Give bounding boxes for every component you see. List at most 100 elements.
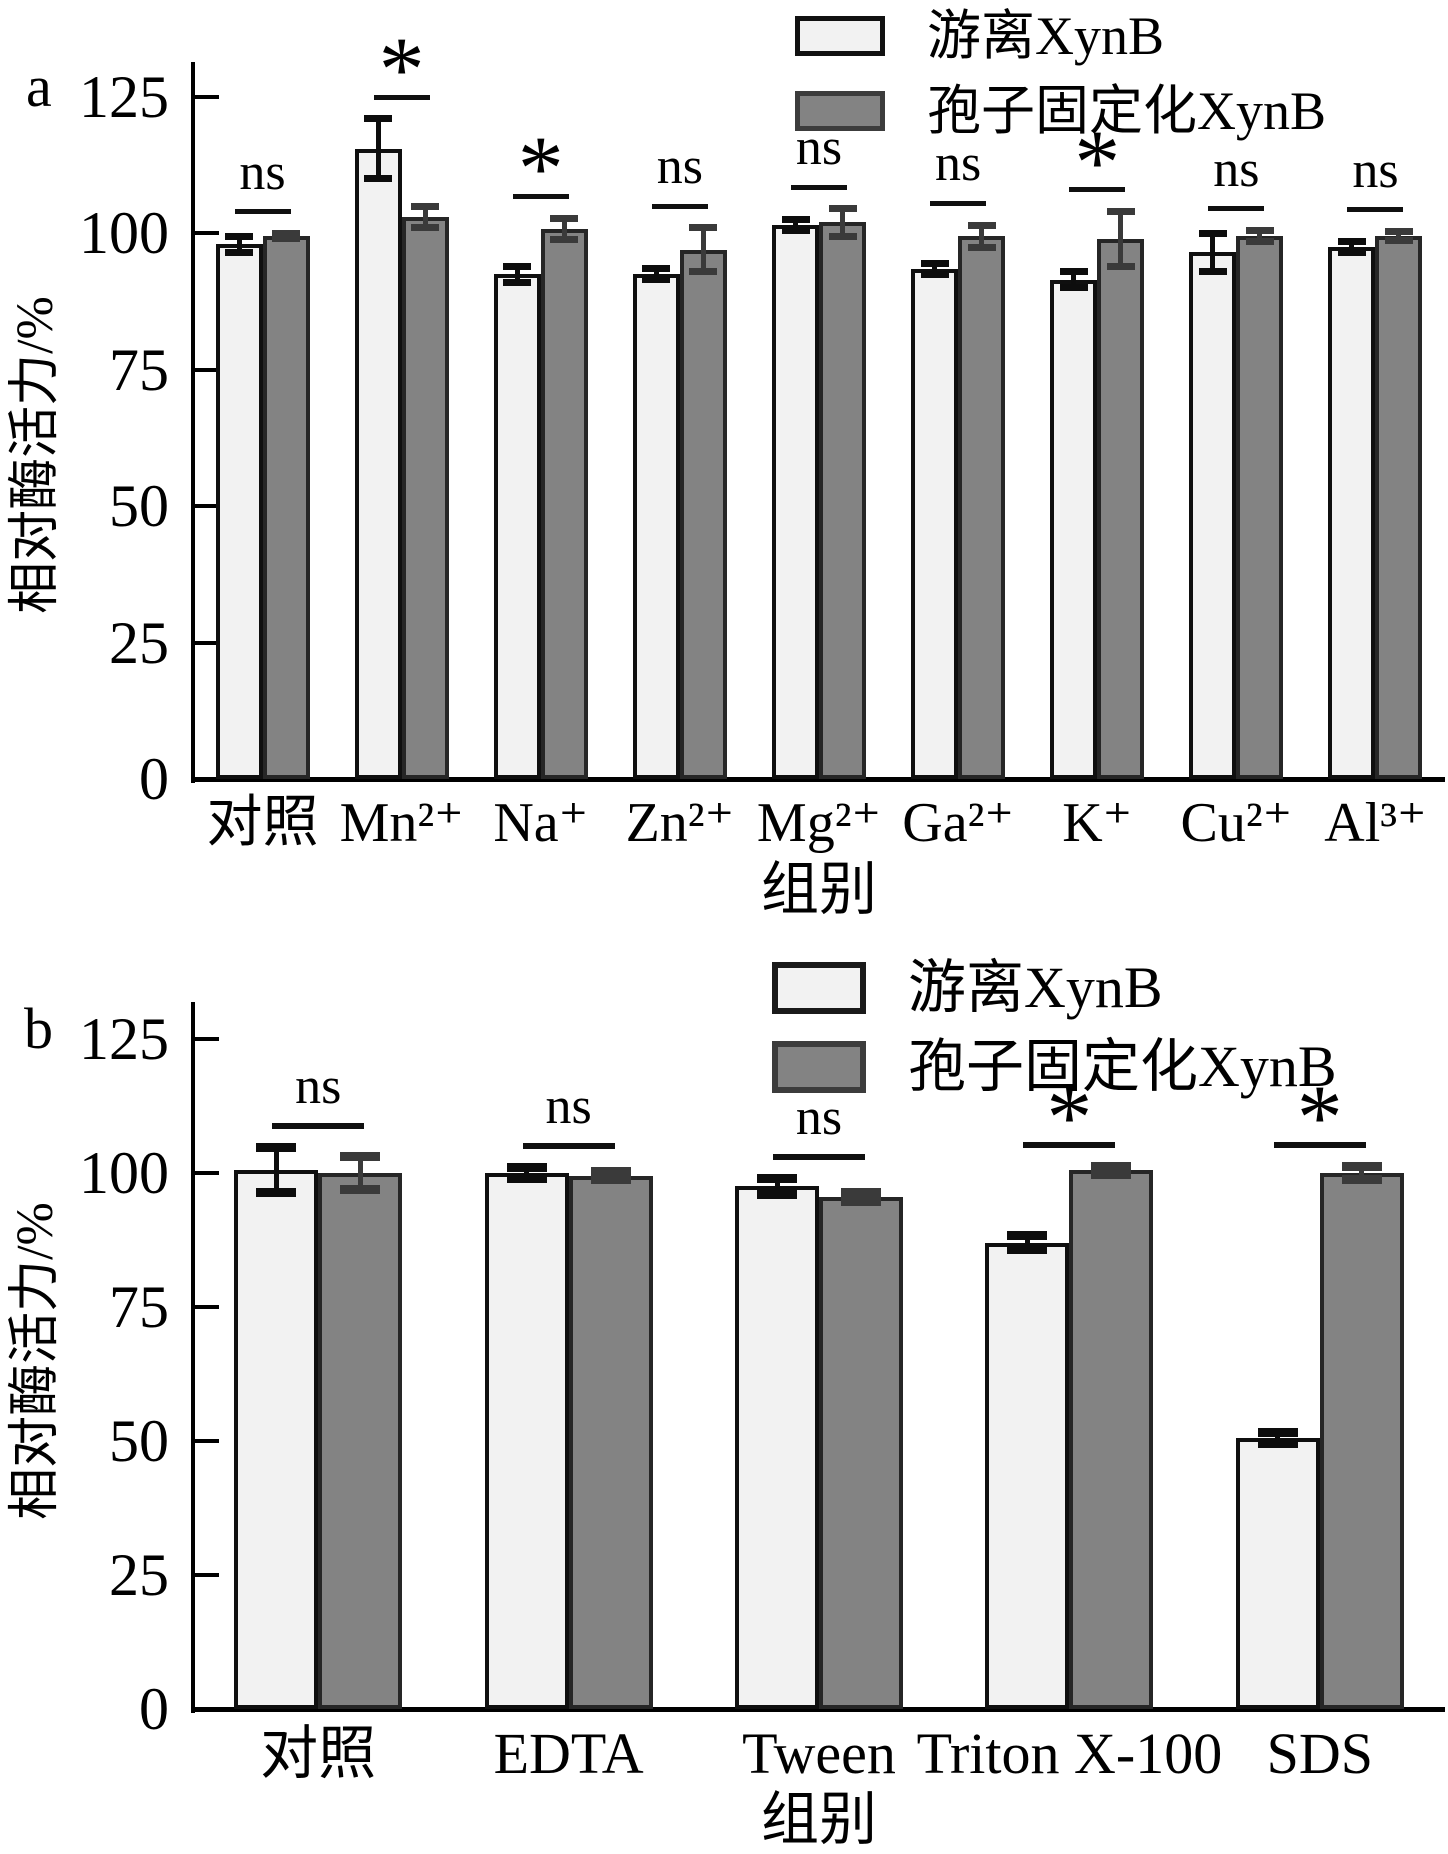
errorbar-cap-top-free-panel-a-Ga²⁺ xyxy=(920,259,949,267)
x-tick-label-panel-b-EDTA: EDTA xyxy=(493,1721,644,1786)
errorbar-cap-bottom-immobilized-panel-a-Mg²⁺ xyxy=(828,232,857,240)
errorbar-cap-bottom-free-panel-a-Cu²⁺ xyxy=(1198,268,1227,276)
bar-immobilized-panel-a-对照 xyxy=(262,236,310,779)
x-tick-label-panel-a-Zn²⁺: Zn²⁺ xyxy=(625,792,735,854)
bar-free-panel-b-EDTA xyxy=(484,1173,569,1709)
errorbar-cap-bottom-immobilized-panel-b-EDTA xyxy=(590,1175,631,1185)
bar-free-panel-a-Zn²⁺ xyxy=(632,274,680,779)
bar-free-panel-b-Triton X-100 xyxy=(985,1242,1070,1709)
y-tick-100-panel-a xyxy=(195,231,219,236)
errorbar-cap-top-immobilized-panel-b-SDS xyxy=(1341,1161,1382,1171)
errorbar-cap-bottom-immobilized-panel-a-Na⁺ xyxy=(550,236,579,244)
sig-line-panel-a-Na⁺ xyxy=(512,193,569,199)
errorbar-cap-bottom-immobilized-panel-a-对照 xyxy=(272,235,301,243)
errorbar-cap-top-immobilized-panel-a-Mn²⁺ xyxy=(411,202,440,210)
errorbar-cap-bottom-free-panel-a-对照 xyxy=(225,248,254,256)
errorbar-cap-top-free-panel-a-Na⁺ xyxy=(503,262,532,270)
sig-label-panel-a-Ga²⁺: ns xyxy=(934,135,982,193)
errorbar-cap-bottom-immobilized-panel-b-对照 xyxy=(340,1184,381,1194)
errorbar-line-free-panel-a-Al³⁺ xyxy=(1349,241,1355,253)
errorbar-line-free-panel-a-对照 xyxy=(236,236,242,253)
errorbar-line-immobilized-panel-a-Mg²⁺ xyxy=(840,208,845,237)
errorbar-cap-bottom-free-panel-a-Zn²⁺ xyxy=(642,276,671,284)
errorbar-line-immobilized-panel-a-Cu²⁺ xyxy=(1257,230,1263,242)
x-tick-label-panel-b-对照: 对照 xyxy=(260,1721,377,1786)
sig-line-panel-a-Zn²⁺ xyxy=(651,203,708,209)
x-tick-label-panel-a-对照: 对照 xyxy=(206,792,319,854)
sig-label-panel-b-EDTA: ns xyxy=(545,1078,592,1136)
sig-label-panel-a-Al³⁺: ns xyxy=(1352,141,1399,199)
errorbar-line-free-panel-a-Na⁺ xyxy=(514,266,520,283)
bar-immobilized-panel-a-Zn²⁺ xyxy=(679,249,727,779)
sig-line-panel-a-Mn²⁺ xyxy=(373,94,430,100)
legend-swatch-free xyxy=(772,962,866,1015)
bar-immobilized-panel-b-SDS xyxy=(1319,1173,1404,1709)
sig-label-panel-a-Cu²⁺: ns xyxy=(1213,140,1260,198)
x-tick-label-panel-a-Mg²⁺: Mg²⁺ xyxy=(756,792,882,854)
bar-immobilized-panel-b-EDTA xyxy=(568,1175,653,1709)
bar-immobilized-panel-a-Al³⁺ xyxy=(1375,236,1423,779)
sig-label-panel-a-对照: ns xyxy=(239,143,286,201)
y-tick-label-75-panel-b: 75 xyxy=(109,1274,169,1340)
errorbar-cap-bottom-immobilized-panel-b-Tween xyxy=(841,1196,881,1206)
bar-immobilized-panel-a-K⁺ xyxy=(1097,238,1145,779)
sig-label-panel-a-Mn²⁺: * xyxy=(378,18,425,120)
sig-line-panel-a-Ga²⁺ xyxy=(930,200,987,206)
errorbar-line-immobilized-panel-b-SDS xyxy=(1359,1166,1365,1180)
errorbar-cap-top-immobilized-panel-a-Ga²⁺ xyxy=(967,221,996,229)
errorbar-cap-bottom-free-panel-b-Tween xyxy=(757,1189,797,1199)
legend-label-free: 游离XynB xyxy=(908,955,1163,1020)
legend-row-free: 游离XynB xyxy=(795,8,1326,65)
sig-label-panel-b-Triton X-100: * xyxy=(1046,1065,1093,1168)
legend-swatch-immobilized xyxy=(795,91,885,132)
errorbar-cap-bottom-immobilized-panel-a-K⁺ xyxy=(1106,262,1135,270)
y-tick-0-panel-a xyxy=(195,777,219,781)
y-tick-75-panel-a xyxy=(195,367,219,372)
errorbar-cap-top-immobilized-panel-a-Al³⁺ xyxy=(1384,228,1413,236)
errorbar-line-immobilized-panel-a-Zn²⁺ xyxy=(700,227,706,272)
x-tick-label-panel-a-K⁺: K⁺ xyxy=(1062,792,1133,854)
errorbar-cap-top-immobilized-panel-b-Triton X-100 xyxy=(1091,1161,1132,1171)
errorbar-cap-top-free-panel-b-对照 xyxy=(256,1143,297,1153)
errorbar-cap-top-free-panel-a-Mg²⁺ xyxy=(781,216,810,224)
panel-b-legend: 游离XynB 孢子固定化XynB xyxy=(772,955,1337,1116)
errorbar-cap-top-free-panel-a-K⁺ xyxy=(1059,268,1088,276)
errorbar-cap-top-immobilized-panel-b-EDTA xyxy=(590,1166,631,1176)
errorbar-cap-top-free-panel-b-SDS xyxy=(1257,1428,1298,1438)
x-tick-label-panel-a-Mn²⁺: Mn²⁺ xyxy=(339,792,464,854)
bar-free-panel-a-Cu²⁺ xyxy=(1189,252,1237,779)
sig-label-panel-b-Tween: ns xyxy=(795,1088,843,1146)
errorbar-line-free-panel-b-Tween xyxy=(774,1178,780,1195)
y-tick-label-50-panel-b: 50 xyxy=(109,1408,169,1474)
errorbar-cap-top-free-panel-a-Cu²⁺ xyxy=(1198,229,1227,237)
panel-a-letter: a xyxy=(26,54,52,119)
y-tick-label-0-panel-a: 0 xyxy=(139,746,169,812)
legend-swatch-free xyxy=(795,16,885,57)
x-tick-label-panel-b-SDS: SDS xyxy=(1266,1721,1373,1786)
x-tick-label-panel-a-Al³⁺: Al³⁺ xyxy=(1324,792,1427,854)
y-tick-label-125-panel-a: 125 xyxy=(79,64,169,130)
y-tick-125-panel-a xyxy=(195,95,219,99)
y-axis-panel-b xyxy=(191,1002,195,1713)
y-tick-label-125-panel-b: 125 xyxy=(79,1006,169,1072)
legend-row-immobilized: 孢子固定化XynB xyxy=(795,80,1327,141)
errorbar-cap-top-immobilized-panel-a-Zn²⁺ xyxy=(689,224,718,232)
errorbar-cap-bottom-immobilized-panel-b-SDS xyxy=(1341,1175,1382,1185)
sig-label-panel-a-Mg²⁺: ns xyxy=(795,119,843,177)
bar-free-panel-a-对照 xyxy=(215,244,263,779)
panel-b-x-axis-title: 组别 xyxy=(760,1787,877,1852)
sig-label-panel-b-对照: ns xyxy=(295,1058,342,1116)
legend-label-immobilized: 孢子固定化XynB xyxy=(927,80,1327,141)
errorbar-line-free-panel-b-Triton X-100 xyxy=(1024,1235,1030,1250)
bar-free-panel-a-Mg²⁺ xyxy=(772,225,819,779)
errorbar-cap-top-immobilized-panel-a-Na⁺ xyxy=(550,214,579,222)
bar-free-panel-b-SDS xyxy=(1235,1438,1320,1709)
sig-line-panel-a-Al³⁺ xyxy=(1347,207,1404,213)
errorbar-cap-bottom-free-panel-a-Ga²⁺ xyxy=(920,270,949,278)
legend-label-immobilized: 孢子固定化XynB xyxy=(908,1033,1337,1099)
sig-line-panel-b-Tween xyxy=(773,1153,865,1160)
errorbar-line-free-panel-a-Cu²⁺ xyxy=(1210,233,1216,272)
bar-free-panel-a-K⁺ xyxy=(1050,279,1098,779)
errorbar-cap-top-free-panel-a-Zn²⁺ xyxy=(642,265,671,273)
